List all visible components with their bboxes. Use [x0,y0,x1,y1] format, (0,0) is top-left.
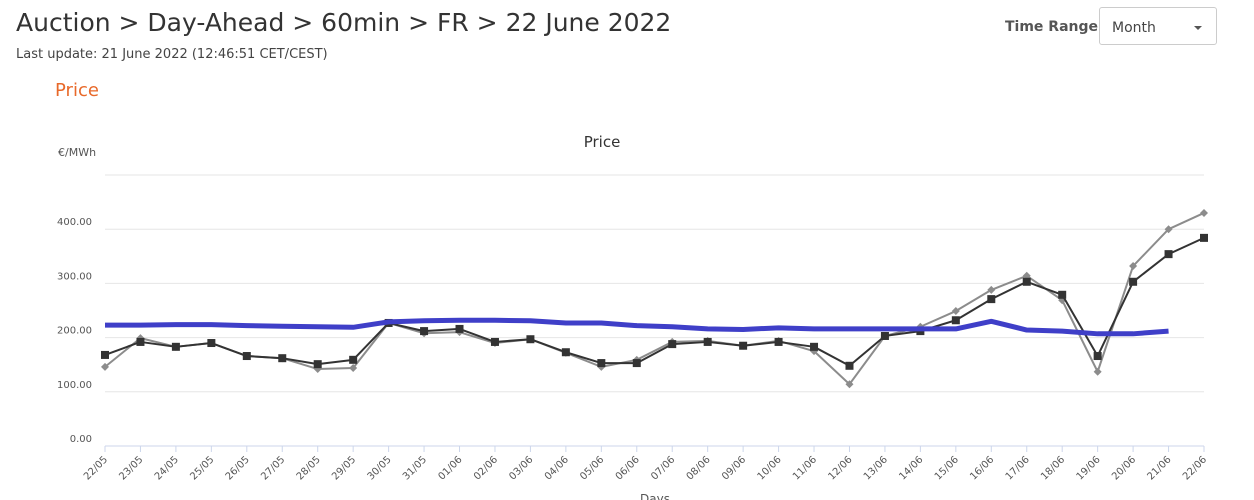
x-tick-label: 03/06 [507,454,535,482]
x-tick-label: 11/06 [791,454,819,482]
point [1200,233,1208,242]
series-line [105,317,1169,337]
point [455,324,464,333]
point [951,316,960,325]
point [171,342,180,351]
y-tick-label: 400.00 [57,217,92,228]
x-tick-label: 26/05 [224,454,252,482]
point [1022,277,1031,286]
point [490,337,499,346]
point [313,360,322,369]
x-tick-label: 25/05 [188,454,216,482]
x-tick-label: 28/05 [295,454,323,482]
x-tick-label: 12/06 [826,454,854,482]
point [1164,250,1173,259]
x-tick-label: 10/06 [756,454,784,482]
point [207,339,216,348]
point [668,340,677,349]
point [774,337,783,346]
point [880,331,889,340]
x-tick-label: 15/06 [933,454,961,482]
x-tick-label: 23/05 [117,454,145,482]
point [1093,367,1102,376]
time-range-label: Time Range [1005,19,1099,35]
point [1200,208,1208,217]
time-range-select[interactable]: Month [1099,7,1217,45]
point [420,327,429,336]
x-tick-label: 29/05 [330,454,358,482]
x-tick-label: 09/06 [720,454,748,482]
x-tick-label: 06/06 [614,454,642,482]
chart-title: Price [584,133,621,151]
point [349,363,358,372]
section-title: Price [55,80,99,101]
point [845,380,854,389]
x-tick-label: 14/06 [897,454,925,482]
y-tick-label: 300.00 [57,271,92,282]
x-tick-label: 07/06 [649,454,677,482]
point [101,362,109,371]
series-line [104,236,1205,367]
point [242,352,251,361]
x-tick-label: 22/06 [1181,454,1209,482]
point [1093,352,1102,361]
x-tick-label: 13/06 [862,454,890,482]
x-axis-label: Days [640,492,670,500]
x-tick-label: 30/05 [366,454,394,482]
y-tick-label: 0.00 [70,434,92,445]
page-title: Auction > Day-Ahead > 60min > FR > 22 Ju… [16,8,672,37]
y-tick-label: 100.00 [57,380,92,391]
point [739,341,748,350]
x-tick-label: 27/05 [259,454,287,482]
point [1058,290,1067,299]
series-line [104,212,1205,386]
x-tick-label: 16/06 [968,454,996,482]
point [951,307,960,316]
point [278,354,287,363]
point [561,348,570,357]
point [632,359,641,368]
y-axis-label: €/MWh [58,146,96,159]
point [987,295,996,304]
point [703,337,712,346]
x-tick-label: 02/06 [472,454,500,482]
point [349,355,358,364]
point [1129,262,1138,271]
x-tick-label: 31/05 [401,454,429,482]
x-tick-label: 19/06 [1075,454,1103,482]
point [101,350,109,359]
x-tick-label: 17/06 [1004,454,1032,482]
x-tick-label: 01/06 [436,454,464,482]
point [597,359,606,368]
x-tick-label: 18/06 [1039,454,1067,482]
x-tick-label: 04/06 [543,454,571,482]
point [987,285,996,294]
point [810,342,819,351]
y-tick-label: 200.00 [57,326,92,337]
x-tick-label: 24/05 [153,454,181,482]
point [136,337,145,346]
point [845,361,854,370]
x-tick-label: 08/06 [685,454,713,482]
point [526,335,535,344]
x-tick-label: 22/05 [82,454,110,482]
x-tick-label: 20/06 [1110,454,1138,482]
point [1129,277,1138,286]
x-tick-label: 21/06 [1146,454,1174,482]
last-update: Last update: 21 June 2022 (12:46:51 CET/… [16,47,328,62]
x-tick-label: 05/06 [578,454,606,482]
point [1164,225,1173,234]
